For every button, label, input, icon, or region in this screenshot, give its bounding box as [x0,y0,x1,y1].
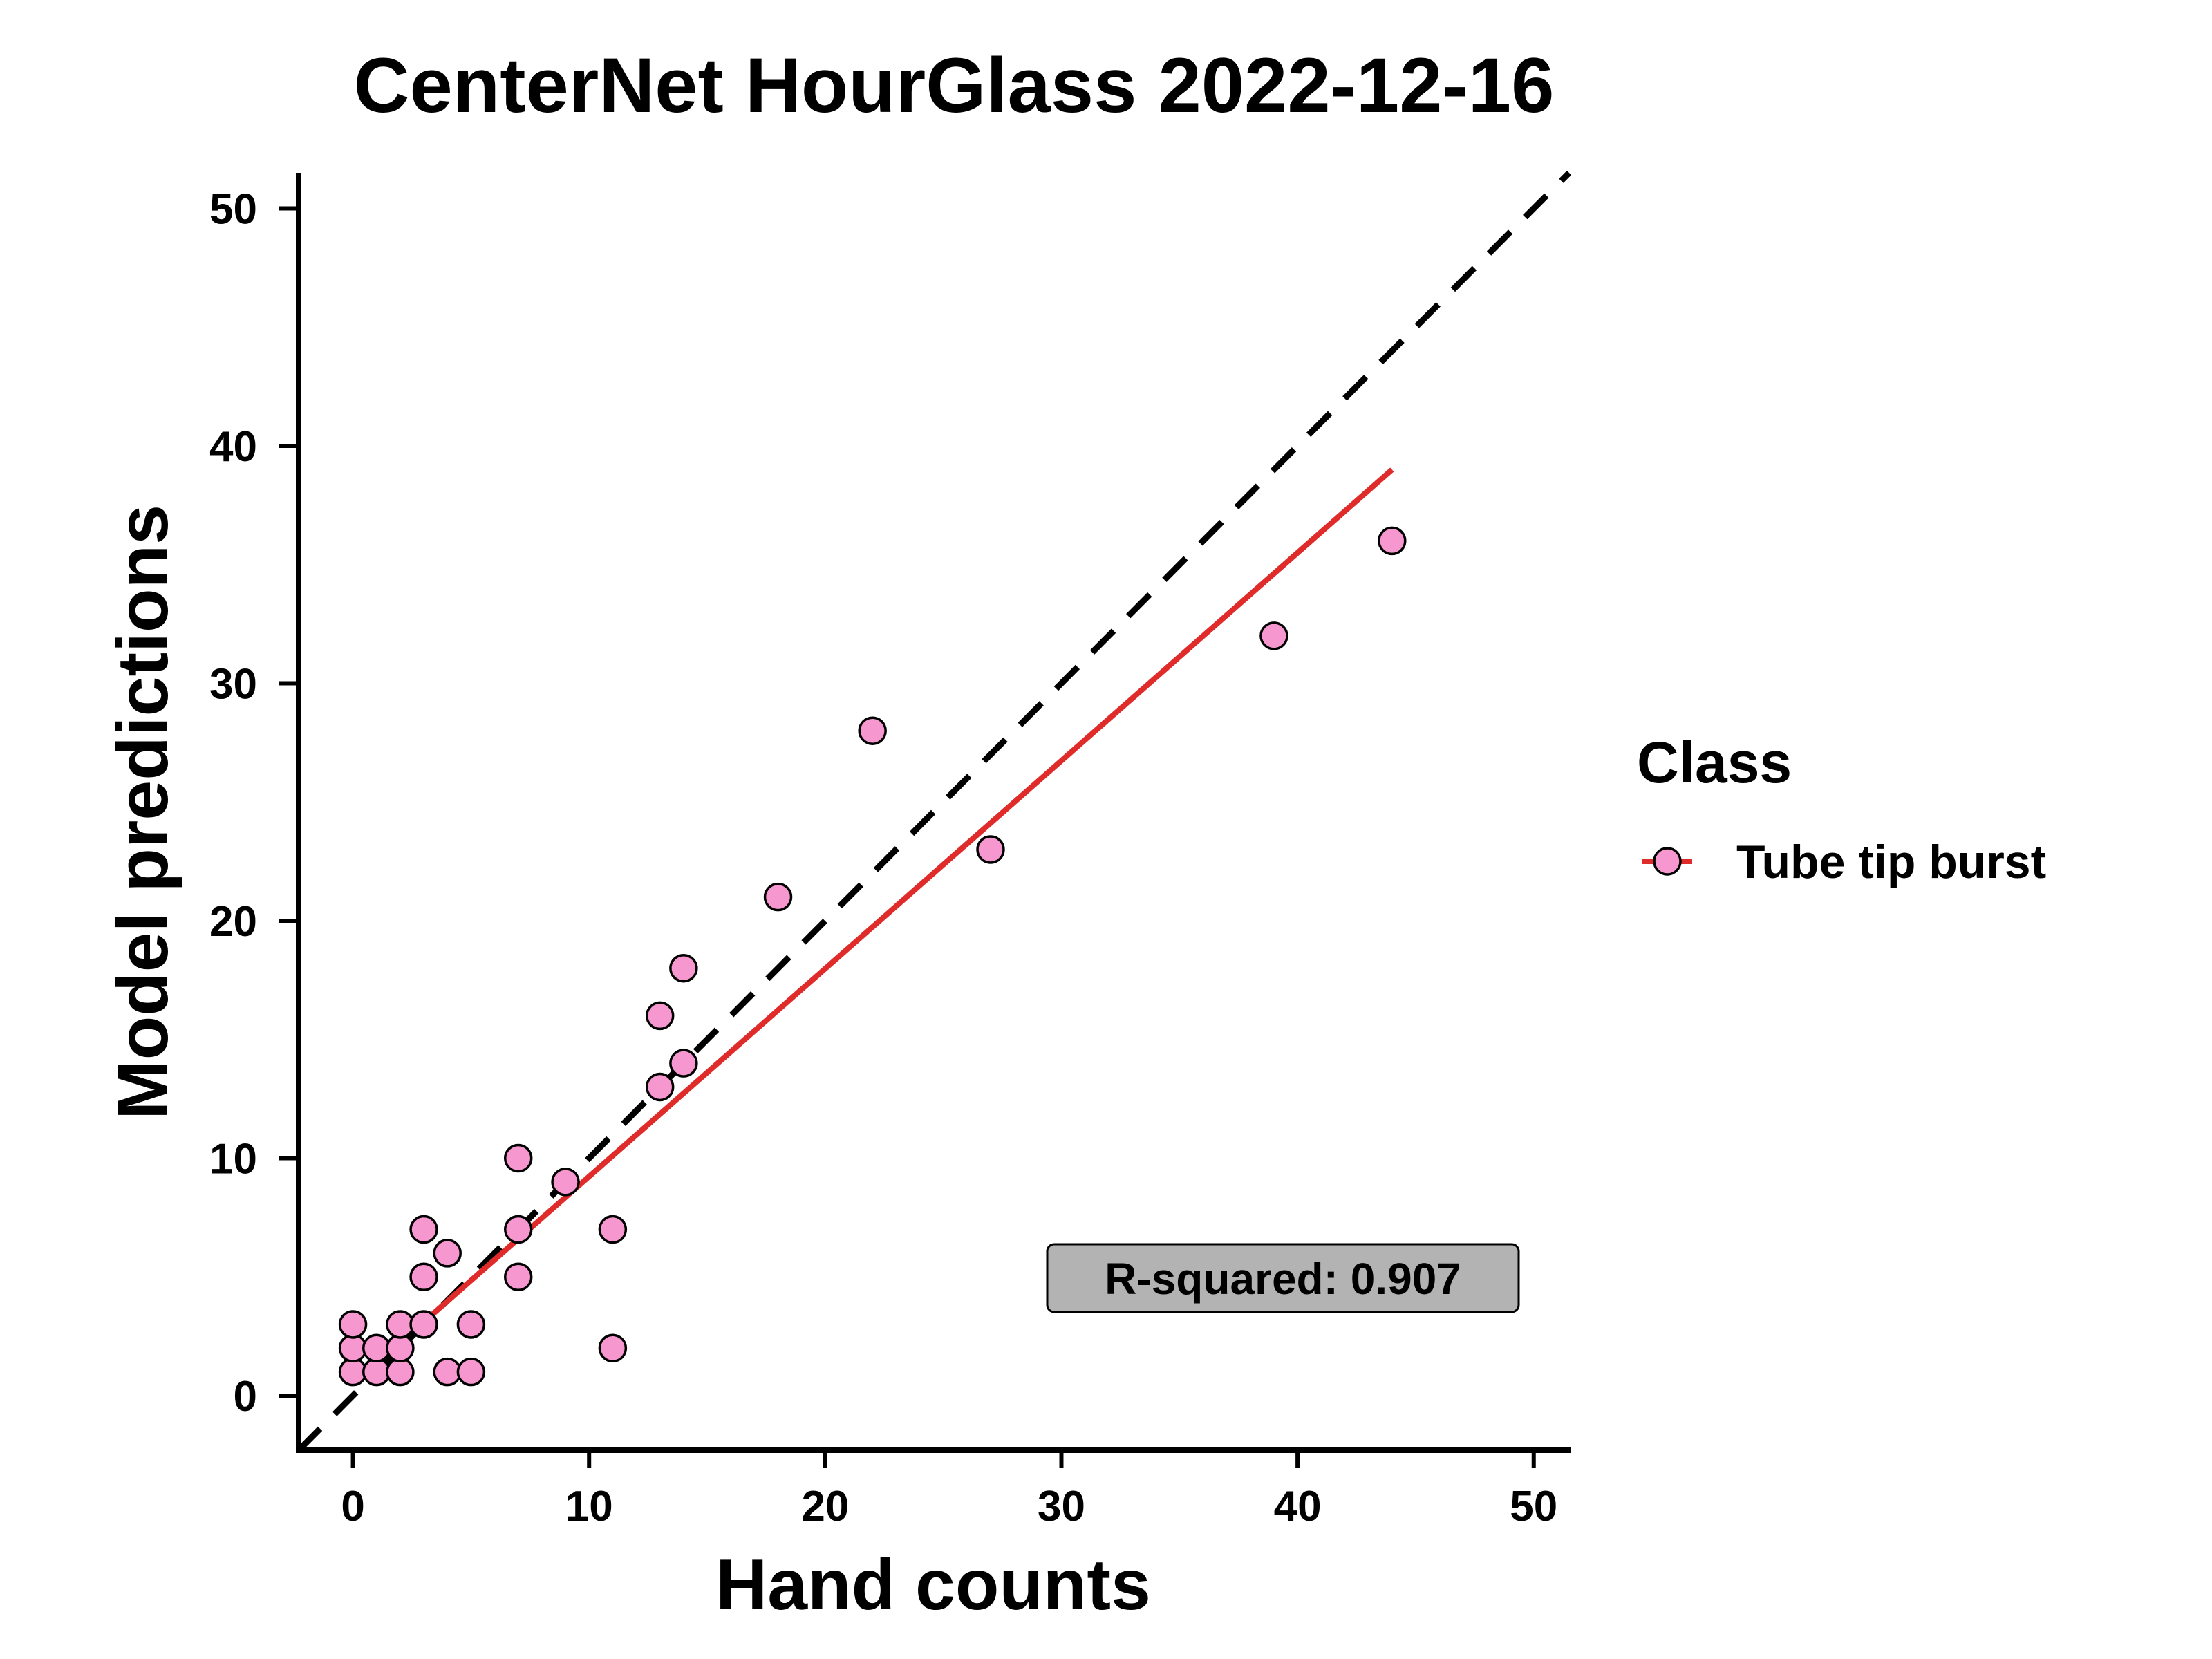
data-point [456,1310,486,1339]
y-tick-label: 40 [209,423,257,471]
x-tick-label: 40 [1274,1483,1322,1530]
chart-title: CenterNet HourGlass 2022-12-16 [354,42,1555,129]
data-point [338,1333,368,1363]
data-point [763,882,793,912]
annotation-box: R-squared: 0.907 [1046,1243,1520,1313]
data-point [409,1310,438,1339]
data-point [976,835,1005,864]
data-point [338,1310,368,1339]
x-tick-label: 20 [801,1483,849,1530]
legend: Class Tube tip burst [1637,730,2046,888]
data-point [503,1262,533,1291]
data-point [1378,526,1407,556]
y-tick-label: 10 [209,1136,257,1183]
data-point [338,1357,368,1387]
data-point [456,1357,486,1387]
legend-title: Class [1637,730,1792,795]
x-tick-label: 50 [1510,1483,1557,1530]
data-point [386,1333,415,1363]
data-point [503,1215,533,1244]
data-point [645,1072,675,1102]
y-tick-label: 30 [209,661,257,709]
y-tick-label: 50 [209,186,257,234]
data-point [503,1143,533,1173]
x-tick-label: 30 [1038,1483,1085,1530]
data-point [409,1262,438,1291]
annotation-background [1046,1243,1520,1313]
x-axis-ticks: 0 10 20 30 40 50 [341,1450,1557,1530]
regression-line [422,467,1394,1324]
x-tick-label: 0 [341,1483,364,1530]
data-point [598,1215,628,1244]
legend-marker-swatch [1653,847,1682,876]
plot-area [296,170,1572,1453]
data-point [1259,621,1288,650]
data-point [598,1333,628,1363]
data-point [669,1049,698,1078]
data-point [362,1357,391,1387]
y-tick-label: 0 [234,1373,257,1421]
data-point [669,953,698,983]
data-point [858,716,887,745]
data-point [645,1001,675,1031]
legend-label-tube-tip-burst: Tube tip burst [1736,836,2046,888]
y-tick-label: 20 [209,898,257,946]
data-point [551,1168,580,1197]
identity-line [296,170,1572,1453]
y-axis-title: Model predictions [103,505,183,1120]
x-axis-title: Hand counts [715,1545,1151,1625]
data-point [409,1215,438,1244]
data-point [386,1357,415,1387]
data-point [362,1333,391,1363]
y-axis-ticks: 0 10 20 30 40 50 [209,186,299,1421]
data-point [433,1239,462,1268]
annotation-text: R-squared: 0.907 [1105,1254,1461,1304]
data-point [386,1310,415,1339]
data-point [433,1357,462,1387]
x-tick-label: 10 [565,1483,613,1530]
